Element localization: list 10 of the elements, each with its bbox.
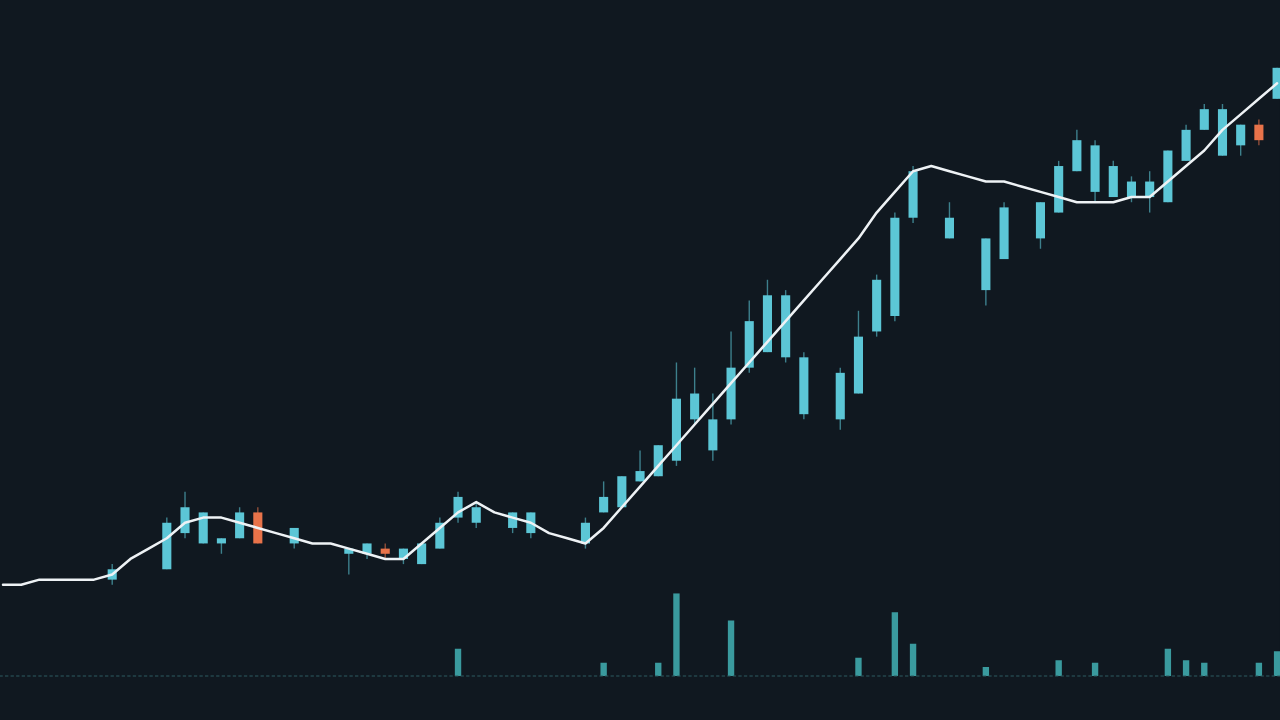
- bar: [909, 643, 917, 677]
- bar: [891, 612, 899, 677]
- bar: [855, 657, 862, 677]
- bar: [1164, 648, 1172, 677]
- bar: [1182, 660, 1190, 677]
- bar: [600, 662, 607, 677]
- bar: [1055, 660, 1062, 677]
- bar: [673, 593, 680, 677]
- bar: [727, 620, 735, 677]
- bar: [454, 648, 462, 677]
